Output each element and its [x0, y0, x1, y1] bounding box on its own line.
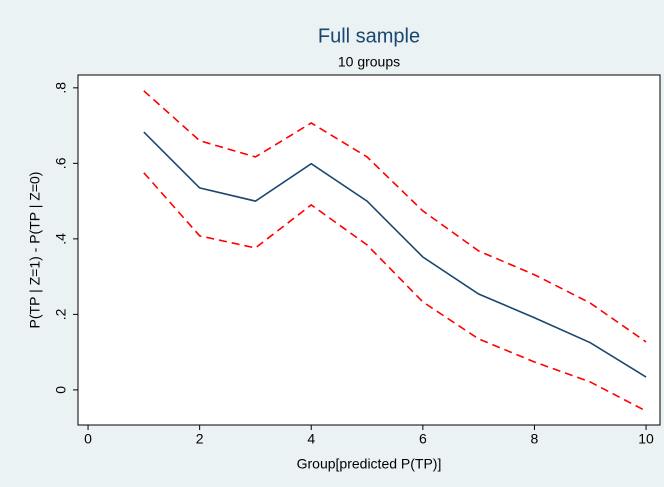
y-axis-label: P(TP | Z=1) - P(TP | Z=0): [27, 172, 43, 329]
x-tick-label: 4: [307, 431, 315, 447]
plot-area: [77, 74, 661, 426]
series-line: [143, 131, 647, 378]
x-tick-label: 0: [84, 431, 92, 447]
y-tick-label: .4: [53, 233, 69, 245]
chart-title: Full sample: [318, 25, 420, 47]
y-tick-label: .2: [53, 308, 69, 320]
x-tick-label: 6: [419, 431, 427, 447]
y-tick-label: .6: [53, 157, 69, 169]
y-tick-label: .8: [53, 82, 69, 94]
y-tick-label: 0: [53, 386, 69, 394]
x-tick-label: 10: [638, 431, 654, 447]
x-tick-label: 2: [196, 431, 204, 447]
series-line: [143, 90, 647, 343]
x-tick-label: 8: [531, 431, 539, 447]
x-axis-label: Group[predicted P(TP)]: [297, 456, 442, 472]
chart-subtitle: 10 groups: [338, 54, 400, 70]
